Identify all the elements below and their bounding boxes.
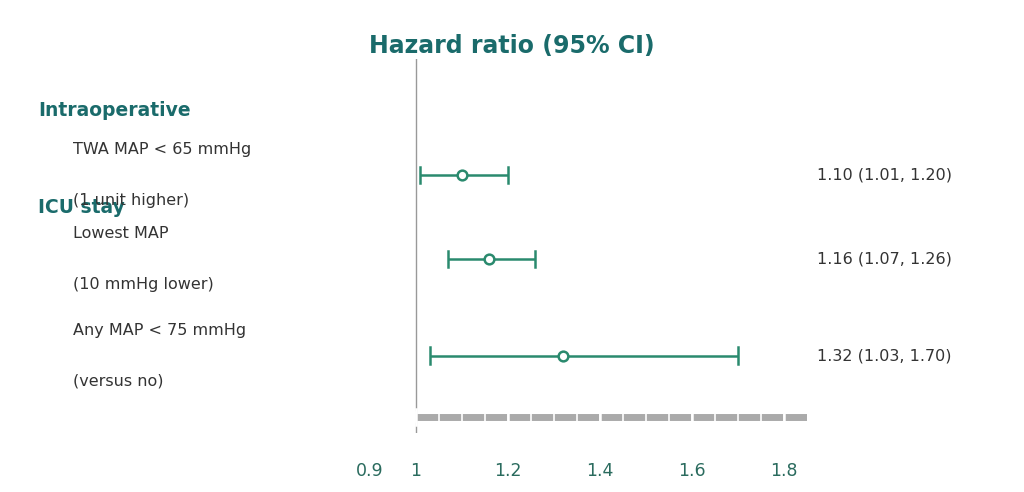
Text: 1.32 (1.03, 1.70): 1.32 (1.03, 1.70)	[817, 348, 951, 363]
Text: (1 unit higher): (1 unit higher)	[74, 193, 189, 208]
Text: 1.8: 1.8	[770, 462, 798, 480]
Text: 1: 1	[411, 462, 421, 480]
Text: TWA MAP < 65 mmHg: TWA MAP < 65 mmHg	[74, 142, 252, 157]
Text: 1.6: 1.6	[678, 462, 706, 480]
Text: Any MAP < 75 mmHg: Any MAP < 75 mmHg	[74, 323, 247, 338]
Text: Intraoperative: Intraoperative	[38, 101, 190, 120]
Text: 1.10 (1.01, 1.20): 1.10 (1.01, 1.20)	[817, 168, 952, 183]
Text: 0.9: 0.9	[356, 462, 384, 480]
Text: (versus no): (versus no)	[74, 373, 164, 389]
Text: 1.2: 1.2	[494, 462, 521, 480]
Text: Hazard ratio (95% CI): Hazard ratio (95% CI)	[370, 34, 654, 59]
Text: 1.16 (1.07, 1.26): 1.16 (1.07, 1.26)	[817, 251, 952, 266]
Text: ICU stay: ICU stay	[38, 198, 125, 217]
Text: (10 mmHg lower): (10 mmHg lower)	[74, 277, 214, 292]
Text: Lowest MAP: Lowest MAP	[74, 226, 169, 241]
Text: 1.4: 1.4	[586, 462, 613, 480]
